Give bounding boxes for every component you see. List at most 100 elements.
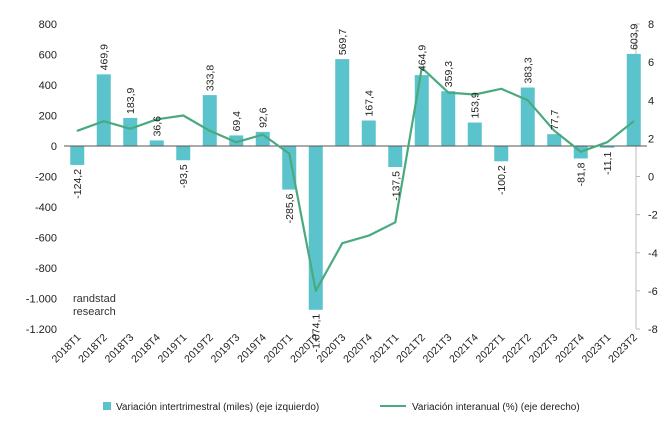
bar-data-label: -124,2 bbox=[72, 169, 84, 199]
bar bbox=[414, 75, 429, 146]
left-tick-label: -1.000 bbox=[26, 294, 57, 306]
bar-data-label: -93,5 bbox=[178, 164, 190, 188]
left-tick-label: 800 bbox=[39, 19, 57, 31]
bar-data-label: -81,8 bbox=[576, 162, 588, 186]
line-point bbox=[102, 120, 105, 123]
line-path bbox=[76, 66, 635, 292]
line-point bbox=[420, 67, 423, 69]
bar-data-labels: -124,2 469,9 183,9 36,6 -93,5 333,8 69,4 92,6 -2… bbox=[72, 23, 641, 352]
watermark: randstad research bbox=[73, 293, 116, 318]
left-tick-label: -200 bbox=[35, 172, 57, 184]
left-tick-label: -600 bbox=[35, 233, 57, 245]
bar-data-label: 464,9 bbox=[417, 45, 429, 71]
legend-line-label: Variación interanual (%) (eje derecho) bbox=[412, 402, 580, 413]
x-tick-label: 2023T2 bbox=[606, 332, 640, 366]
line-point bbox=[129, 128, 132, 130]
line-point bbox=[367, 234, 370, 237]
bar-data-label: 383,3 bbox=[523, 57, 535, 83]
line-point bbox=[235, 141, 238, 143]
bar-data-label: 77,7 bbox=[549, 110, 561, 131]
left-tick-label: 200 bbox=[39, 111, 57, 123]
right-tick-label: -8 bbox=[648, 324, 658, 336]
bar-data-label: 333,8 bbox=[205, 65, 217, 91]
bar bbox=[176, 146, 191, 161]
bar bbox=[149, 140, 164, 146]
bar bbox=[441, 91, 456, 146]
right-tick-label: -2 bbox=[648, 210, 658, 222]
line-point bbox=[579, 150, 582, 153]
bar-data-label: 69,4 bbox=[231, 111, 243, 132]
bar bbox=[70, 146, 85, 165]
line-point bbox=[314, 290, 317, 292]
right-tick-label: 4 bbox=[648, 95, 654, 107]
line-point bbox=[182, 114, 185, 117]
line-point bbox=[553, 129, 556, 132]
left-tick-label: 400 bbox=[39, 80, 57, 92]
bar-data-label: 167,4 bbox=[364, 90, 376, 116]
bar-data-label: 153,9 bbox=[470, 92, 482, 118]
bar bbox=[282, 146, 297, 190]
right-tick-label: -4 bbox=[648, 248, 658, 260]
bar bbox=[96, 74, 111, 146]
bar bbox=[123, 117, 138, 146]
left-tick-label: -400 bbox=[35, 202, 57, 214]
bar bbox=[600, 146, 615, 148]
left-tick-label: 600 bbox=[39, 50, 57, 62]
watermark-line-1: randstad bbox=[73, 293, 116, 305]
left-axis: 800 600 400 200 0 -200 -400 -600 -800 -1.000 -1.20… bbox=[26, 19, 57, 336]
left-tick-label: -1.200 bbox=[26, 324, 57, 336]
line-series bbox=[76, 66, 635, 292]
left-tick-label: 0 bbox=[51, 141, 57, 153]
line-point bbox=[606, 141, 609, 143]
line-point bbox=[76, 129, 79, 132]
bar-data-label: -285,6 bbox=[284, 193, 296, 223]
line-point bbox=[473, 93, 476, 96]
legend-bar-swatch bbox=[103, 402, 111, 410]
right-tick-label: 2 bbox=[648, 133, 654, 145]
bar bbox=[547, 134, 562, 146]
bar-data-label: -100,2 bbox=[496, 165, 508, 195]
bar bbox=[626, 53, 641, 146]
watermark-line-2: research bbox=[73, 306, 116, 318]
line-point bbox=[394, 221, 397, 224]
line-point bbox=[208, 129, 211, 132]
bar bbox=[388, 146, 403, 167]
right-tick-label: 8 bbox=[648, 19, 654, 31]
bar-data-label: 92,6 bbox=[258, 107, 270, 128]
bar-data-label: 569,7 bbox=[337, 29, 349, 55]
line-point bbox=[341, 242, 344, 245]
right-tick-label: 6 bbox=[648, 57, 654, 69]
bar-series bbox=[70, 53, 641, 310]
right-tick-label: -6 bbox=[648, 286, 658, 298]
bar bbox=[229, 135, 244, 146]
line-point bbox=[447, 91, 450, 94]
legend-bar-label: Variación intertrimestral (miles) (eje i… bbox=[116, 402, 319, 413]
bar-data-label: 183,9 bbox=[125, 88, 137, 114]
bar-data-label: -137,5 bbox=[390, 171, 402, 201]
x-axis-ticks: 2018T12018T22018T32018T42019T12019T22019… bbox=[50, 332, 640, 366]
bar-data-label: -11,1 bbox=[602, 152, 614, 175]
left-tick-label: -800 bbox=[35, 263, 57, 275]
bar bbox=[361, 120, 376, 146]
bar-data-label: 603,9 bbox=[629, 23, 641, 49]
bar bbox=[467, 122, 482, 146]
bar-data-label: -1.074,1 bbox=[311, 314, 323, 353]
line-point bbox=[261, 133, 264, 136]
bar bbox=[202, 95, 217, 146]
right-tick-label: 0 bbox=[648, 172, 654, 184]
line-point bbox=[526, 99, 529, 102]
line-point bbox=[155, 118, 158, 121]
line-point bbox=[632, 120, 635, 123]
bar bbox=[335, 59, 350, 146]
bar-data-label: 469,9 bbox=[99, 44, 111, 70]
line-point bbox=[500, 88, 503, 90]
bar bbox=[520, 87, 535, 146]
bar bbox=[494, 146, 509, 162]
legend: Variación intertrimestral (miles) (eje i… bbox=[103, 402, 580, 413]
bar-data-label: 36,6 bbox=[152, 116, 164, 137]
bar-data-label: 359,3 bbox=[443, 61, 455, 87]
right-axis: 8 6 4 2 0 -2 -4 -6 -8 bbox=[635, 19, 658, 336]
line-point bbox=[288, 152, 291, 155]
